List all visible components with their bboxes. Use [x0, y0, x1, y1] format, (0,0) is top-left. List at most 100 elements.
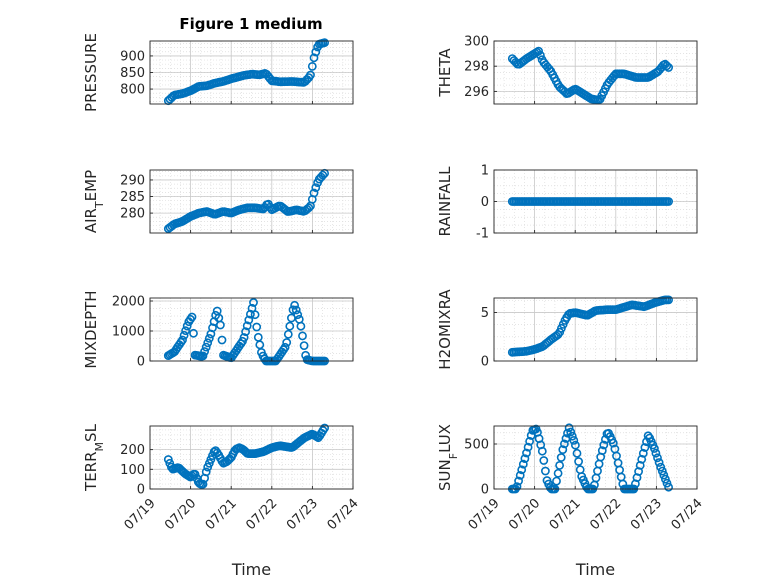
axes-frame	[149, 297, 354, 362]
data-series	[163, 168, 329, 234]
data-point	[635, 460, 645, 470]
x-tick-label: 07/20	[162, 496, 199, 533]
y-tick-label: 280	[120, 207, 145, 222]
data-point	[651, 448, 661, 458]
subplot-sun-flux: 0 500 07/19 07/20 07/21 07/22 07/23 07/24 SUNFLU…	[436, 423, 706, 579]
data-point	[638, 448, 648, 458]
data-point	[662, 478, 672, 488]
data-point	[517, 465, 527, 475]
data-point	[664, 295, 673, 305]
data-series	[507, 295, 673, 357]
data-point	[299, 341, 309, 350]
data-point	[523, 442, 533, 452]
axes-frame	[493, 425, 698, 490]
axes-frame	[149, 425, 354, 490]
data-point	[304, 203, 314, 213]
x-tick-label: 07/19	[122, 496, 159, 533]
data-series	[507, 46, 673, 105]
axes-frame	[149, 169, 354, 234]
data-series	[163, 423, 329, 489]
y-axis-label: AIRTEMP	[82, 170, 106, 233]
y-tick-label: -1	[476, 227, 489, 242]
data-point	[556, 453, 566, 462]
data-point	[203, 338, 213, 348]
y-axis-label: H2OMIXRA	[436, 289, 454, 370]
data-point	[293, 310, 303, 320]
subplot-mixdepth: 0 1000 2000 MIXDEPTH	[82, 290, 354, 370]
data-point	[252, 322, 262, 332]
y-tick-label: 500	[464, 438, 489, 453]
y-tick-label: 0	[481, 483, 489, 498]
subplot-terr-msl: 0 100 200 07/19 07/20 07/21 07/22 07/23 07/24 TER…	[82, 423, 362, 579]
data-point	[250, 310, 260, 320]
data-point	[571, 440, 580, 450]
data-point	[558, 445, 568, 454]
data-point	[244, 315, 254, 325]
data-point	[664, 197, 673, 206]
x-tick-label: 07/21	[547, 496, 584, 533]
data-point	[187, 312, 197, 322]
data-series	[163, 298, 329, 366]
data-point	[217, 335, 227, 345]
data-point	[198, 351, 208, 361]
data-point	[291, 305, 301, 315]
data-point	[654, 458, 664, 467]
subplot-pressure: 800 850 900 PRESSURE	[82, 33, 354, 112]
data-series	[163, 38, 329, 106]
y-axis-label: RAINFALL	[436, 166, 454, 237]
data-point	[282, 338, 292, 347]
data-point	[640, 443, 650, 452]
data-point	[201, 467, 211, 477]
data-point	[539, 456, 549, 465]
data-point	[662, 61, 672, 71]
y-tick-label: 850	[120, 66, 145, 81]
data-point	[239, 333, 249, 342]
y-tick-label: 0	[481, 355, 489, 370]
data-point	[181, 326, 190, 336]
data-point	[569, 435, 579, 445]
data-point	[242, 321, 252, 331]
data-point	[320, 423, 329, 433]
data-point	[572, 448, 582, 458]
y-tick-label: 800	[120, 83, 145, 98]
data-point	[567, 431, 577, 441]
y-tick-label: 900	[120, 49, 145, 64]
data-point	[307, 62, 317, 71]
y-axis-label: SUNFLUX	[436, 424, 460, 491]
data-point	[512, 482, 522, 491]
data-point	[650, 444, 659, 453]
y-tick-label: 1	[481, 164, 489, 179]
data-point	[534, 46, 543, 56]
data-point	[656, 462, 666, 472]
subplot-air-temp: 280 285 290 AIRTEMP	[82, 168, 354, 234]
data-point	[306, 70, 315, 80]
axes-frame	[493, 297, 698, 362]
data-point	[661, 474, 670, 484]
data-point	[309, 188, 319, 198]
y-tick-label: 0	[137, 355, 145, 370]
x-tick-label: 07/24	[669, 496, 706, 533]
axes-frame	[493, 40, 698, 105]
data-point	[288, 305, 298, 315]
data-point	[296, 321, 306, 331]
y-axis-label: TERRMSL	[82, 423, 106, 492]
data-point	[536, 50, 545, 60]
data-point	[285, 321, 295, 331]
y-tick-label: 200	[120, 443, 145, 458]
data-point	[298, 331, 307, 341]
y-tick-label: 100	[120, 463, 145, 478]
y-axis-label: MIXDEPTH	[82, 290, 100, 368]
figure-title: Figure 1 medium	[179, 15, 322, 33]
data-series	[507, 423, 673, 494]
y-axis-label: PRESSURE	[82, 33, 100, 112]
data-point	[189, 328, 198, 338]
subplot-rainfall: -1 0 1 RAINFALL	[436, 164, 698, 242]
y-tick-label: 5	[481, 306, 489, 321]
data-point	[200, 347, 209, 356]
data-point	[311, 47, 321, 57]
data-point	[555, 460, 564, 470]
data-point	[318, 170, 328, 180]
data-point	[560, 439, 569, 449]
data-point	[245, 309, 255, 319]
